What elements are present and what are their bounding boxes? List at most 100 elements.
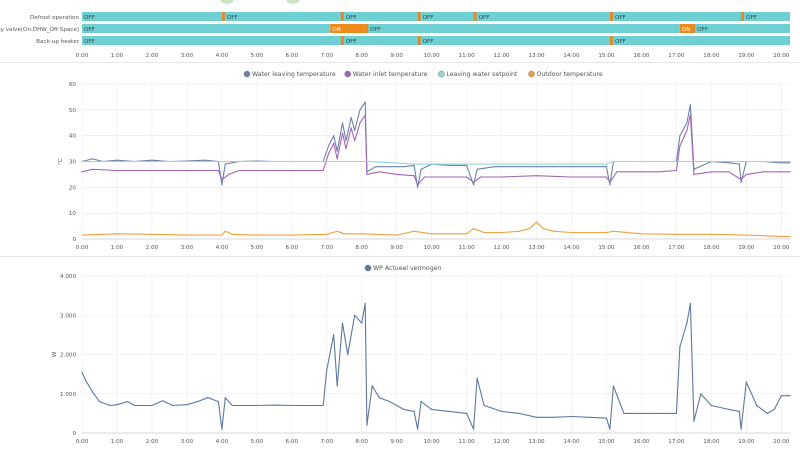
decoration-blob (220, 0, 234, 4)
x-tick-label: 4:00 (216, 439, 229, 445)
data-point (364, 101, 366, 103)
y-tick-label: 0 (72, 237, 76, 243)
legend-label-outdoor-temperature[interactable]: Outdoor temperature (537, 71, 603, 78)
data-point (675, 169, 678, 172)
segment-state-label: OFF (346, 15, 357, 21)
legend-marker-outdoor-temperature[interactable] (528, 70, 535, 78)
data-point (448, 410, 450, 412)
legend-label-wp-actueel-vermogen[interactable]: WP Actueel vermogen (373, 265, 441, 272)
data-point (91, 158, 94, 160)
timeline-segment[interactable] (609, 36, 790, 45)
data-point (217, 401, 219, 403)
data-point (81, 160, 83, 163)
x-tick-label: 1:00 (111, 53, 124, 59)
timeline-segment[interactable] (741, 12, 790, 21)
data-point (417, 186, 419, 188)
timeline-segment[interactable] (221, 12, 341, 21)
data-point (780, 171, 782, 173)
segment-state-label: OFF (84, 39, 95, 45)
status-timeline-chart: Defrost operation OFF OFF OFF OFF OFF OFF OFF 3w… (0, 12, 790, 59)
data-point (366, 424, 368, 426)
data-point (371, 385, 373, 387)
segment-state-label: OFF (423, 15, 434, 21)
data-point (341, 122, 344, 124)
data-point (420, 168, 422, 170)
data-point (378, 397, 380, 399)
data-point (570, 176, 573, 178)
data-point (700, 393, 702, 395)
data-point (345, 148, 347, 150)
data-point (588, 416, 590, 418)
data-point (308, 404, 310, 407)
legend-marker-water-inlet-temperature[interactable] (344, 70, 351, 78)
data-point (483, 404, 485, 407)
data-point (553, 166, 555, 168)
timeline-segment[interactable] (365, 24, 680, 33)
y-tick-label: 2.000 (60, 353, 76, 359)
timeline-segment[interactable] (340, 36, 418, 45)
x-tick-label: 15:00 (598, 439, 615, 445)
series-line-water-inlet-temperature (81, 114, 790, 186)
data-point (368, 160, 370, 163)
x-tick-label: 20:00 (773, 53, 790, 59)
legend-marker-wp-actueel-vermogen[interactable] (364, 264, 372, 272)
legend-label-leaving-water-setpoint[interactable]: Leaving water setpoint (446, 71, 518, 78)
data-point (763, 171, 765, 173)
data-point (728, 162, 730, 164)
x-tick-label: 10:00 (424, 439, 441, 445)
x-tick-label: 13:00 (528, 439, 545, 445)
data-point (221, 428, 223, 430)
timeline-segment[interactable] (679, 24, 693, 33)
x-tick-label: 0:00 (76, 245, 89, 251)
x-tick-label: 1:00 (111, 245, 124, 251)
x-tick-label: 7:00 (320, 439, 333, 445)
x-tick-label: 5:00 (251, 439, 264, 445)
data-point (466, 164, 468, 166)
data-point (228, 173, 230, 175)
timeline-segment[interactable] (330, 24, 366, 33)
data-point (605, 163, 608, 165)
timeline-segment[interactable] (82, 12, 222, 21)
temperature-chart: Water leaving temperature Water inlet tem… (58, 70, 791, 251)
data-point (789, 171, 791, 173)
segment-state-label: OFF (746, 15, 757, 21)
data-point (494, 166, 496, 168)
data-point (466, 412, 468, 414)
x-tick-label: 17:00 (668, 245, 685, 251)
x-tick-label: 13:00 (528, 53, 545, 59)
x-tick-label: 3:00 (181, 439, 194, 445)
data-point (605, 417, 608, 419)
x-tick-label: 8:00 (355, 53, 368, 59)
data-point (679, 145, 681, 147)
legend-label-water-inlet-temperature[interactable]: Water inlet temperature (353, 71, 428, 78)
x-tick-label: 18:00 (703, 53, 720, 59)
timeline-segment[interactable] (692, 24, 790, 33)
timeline-segment[interactable] (82, 36, 341, 45)
legend-marker-water-leaving-temperature[interactable] (243, 70, 251, 78)
legend-marker-leaving-water-setpoint[interactable] (438, 70, 445, 78)
data-point (151, 169, 153, 172)
timeline-segment[interactable] (417, 36, 610, 45)
row-label-back-up-heater: Back-up heater (36, 39, 80, 45)
x-tick-label: 19:00 (738, 53, 755, 59)
data-point (231, 404, 233, 407)
y-tick-label: 1.000 (60, 392, 76, 398)
timeline-segment[interactable] (473, 12, 610, 21)
data-point (341, 132, 344, 134)
data-point (203, 159, 205, 161)
data-point (740, 428, 742, 430)
timeline-segment[interactable] (609, 12, 742, 21)
timeline-segment[interactable] (82, 24, 331, 33)
timeline-segment[interactable] (417, 12, 474, 21)
data-point (693, 173, 695, 175)
x-tick-label: 19:00 (738, 245, 755, 251)
y-tick-label: 0 (72, 431, 76, 437)
timeline-segment[interactable] (340, 12, 418, 21)
x-tick-label: 18:00 (703, 439, 720, 445)
x-tick-label: 9:00 (390, 245, 403, 251)
legend-label-water-leaving-temperature[interactable]: Water leaving temperature (252, 71, 336, 78)
data-point (710, 404, 712, 407)
x-tick-label: 8:00 (355, 439, 368, 445)
data-point (151, 159, 153, 161)
data-point (224, 397, 226, 399)
